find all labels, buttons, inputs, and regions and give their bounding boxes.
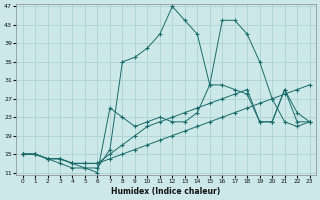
X-axis label: Humidex (Indice chaleur): Humidex (Indice chaleur): [111, 187, 221, 196]
